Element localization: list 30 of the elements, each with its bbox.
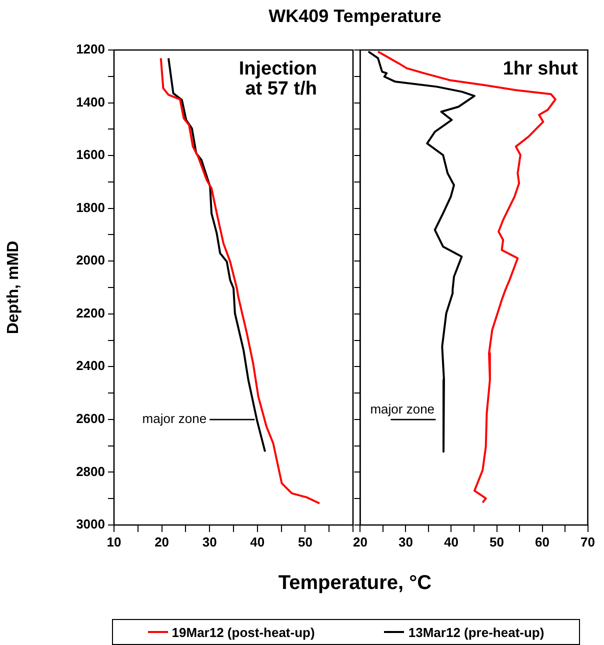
x-tick-label: 20 [154,534,170,550]
x-tick-label: 40 [444,534,458,550]
x-tick-label: 60 [535,534,550,550]
x-tick-label: 30 [398,534,413,550]
y-tick-label: 1800 [76,200,105,215]
x-tick-label: 40 [250,534,265,550]
y-tick-label: 1400 [76,94,105,110]
annotation: 1hr shut [502,58,578,80]
x-tick-label: 50 [298,534,312,550]
x-tick-label: 50 [490,534,504,550]
x-tick-label: 30 [202,534,217,550]
y-tick-label: 2800 [76,464,105,479]
legend-label: 19Mar12 (post-heat-up) [172,624,315,640]
y-tick-label: 1200 [76,42,105,57]
y-tick-label: 2000 [76,252,105,268]
y-tick-label: 2400 [76,358,105,374]
chart-title: WK409 Temperature [268,6,442,27]
x-axis-title: Temperature, °C [277,572,433,595]
y-tick-label: 2600 [76,411,105,426]
annotation: Injection at 57 t/h [238,58,317,100]
x-tick-label: 70 [580,534,596,550]
x-tick-label: 20 [352,534,368,550]
annotation: major zone [370,402,435,417]
y-tick-label: 2200 [76,305,105,320]
y-axis-title: Depth, mMD [5,240,22,334]
x-tick-label: 10 [106,534,122,550]
y-tick-label: 1600 [76,147,105,162]
legend-label: 13Mar12 (pre-heat-up) [408,624,544,640]
y-tick-label: 3000 [76,516,105,532]
annotation: major zone [142,411,207,426]
